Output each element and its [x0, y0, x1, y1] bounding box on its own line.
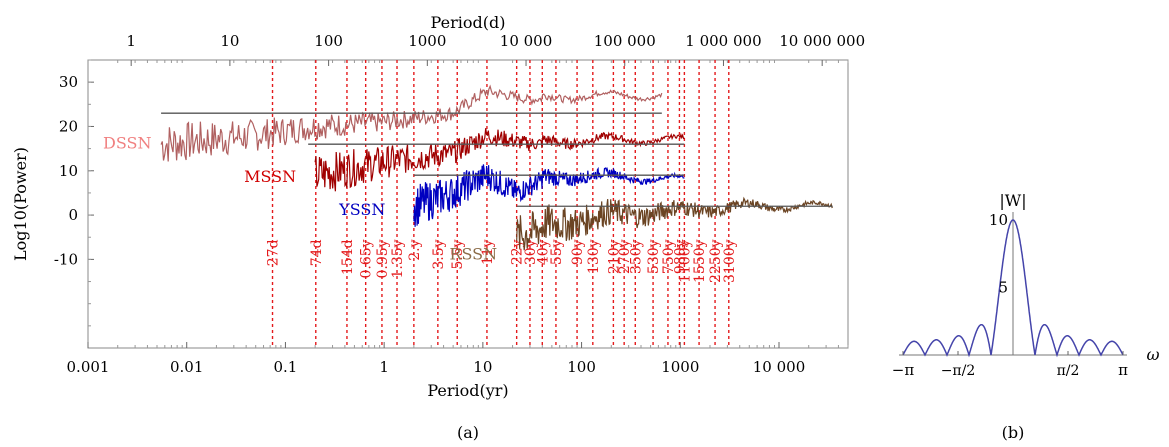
x-tick-label: 1: [379, 358, 389, 376]
period-label: 750y: [661, 239, 677, 274]
period-label: 11y: [480, 239, 496, 265]
w-tick-label: 10: [989, 211, 1008, 229]
panel-b-label: (b): [1002, 423, 1025, 442]
x-tick-label: 10 000: [753, 358, 806, 376]
y-tick-label: 20: [59, 117, 78, 135]
x-tick-label: 0.01: [170, 358, 203, 376]
omega-tick-label: π/2: [1057, 363, 1080, 379]
panel-a-label: (a): [457, 423, 479, 442]
top-tick-label: 10 000 000: [779, 32, 865, 50]
y-tick-label: -10: [54, 250, 78, 268]
period-label: 530y: [646, 239, 662, 274]
top-tick-label: 1 000 000: [685, 32, 761, 50]
series-line-dssn: [160, 84, 663, 162]
period-label: 74d: [309, 239, 325, 266]
period-label: 1.35y: [390, 239, 406, 278]
omega-label: ω: [1146, 345, 1159, 364]
period-label: 1550y: [692, 239, 708, 283]
w-tick-label: 5: [998, 279, 1008, 297]
series-label: RSSN: [449, 244, 497, 263]
period-label: 130y: [586, 239, 602, 274]
top-tick-label: 1000: [408, 32, 446, 50]
period-label: 154d: [340, 239, 356, 275]
top-tick-label: 100 000: [594, 32, 656, 50]
x-tick-label: 100: [567, 358, 596, 376]
top-tick-label: 10 000: [500, 32, 553, 50]
series-label: MSSN: [244, 167, 296, 186]
x-tick-label: 0.1: [273, 358, 297, 376]
x-tick-label: 10: [473, 358, 492, 376]
x-tick-label: 1000: [661, 358, 699, 376]
y-axis-title: Log10(Power): [11, 147, 30, 261]
period-label: 2.y: [407, 239, 423, 260]
top-tick-label: 10: [220, 32, 239, 50]
period-label: 3100y: [722, 239, 738, 283]
omega-tick-label: −π: [892, 361, 915, 379]
period-label: 270y: [617, 239, 633, 274]
period-label: 0.95y: [375, 239, 391, 278]
y-tick-label: 10: [59, 162, 78, 180]
series-line-yssn: [413, 164, 685, 227]
series-line-rssn: [516, 196, 833, 251]
period-label: 2250y: [708, 239, 724, 283]
period-label: 3.5y: [431, 239, 447, 269]
period-label: 210y: [606, 239, 622, 274]
panel-b-title: |W|: [999, 191, 1026, 210]
x-axis-title: Period(yr): [427, 381, 508, 400]
series-label: YSSN: [338, 200, 385, 219]
period-label: 22y: [510, 239, 526, 265]
top-tick-label: 100: [314, 32, 343, 50]
series-label: DSSN: [103, 134, 151, 153]
period-label: 0.65y: [359, 239, 375, 278]
period-label: 40y: [535, 239, 551, 265]
period-label: 55y: [549, 239, 565, 265]
period-label: 5.5y: [450, 239, 466, 269]
series-line-mssn: [314, 128, 685, 192]
period-label: 90y: [570, 239, 586, 265]
omega-tick-label: π: [1118, 361, 1128, 379]
period-label: 350y: [628, 239, 644, 274]
omega-tick-label: −π/2: [941, 363, 976, 379]
top-axis-title: Period(d): [431, 13, 506, 32]
y-tick-label: 30: [59, 73, 78, 91]
y-tick-label: 0: [68, 206, 78, 224]
panel-b: −π −π/2 π/2 π 10 5 |W| ω (b): [892, 191, 1160, 442]
window-curve: [902, 219, 1124, 358]
period-label: 1100y: [677, 239, 693, 283]
period-label: 27d: [266, 239, 282, 266]
top-tick-label: 1: [126, 32, 136, 50]
x-tick-label: 0.001: [67, 358, 110, 376]
